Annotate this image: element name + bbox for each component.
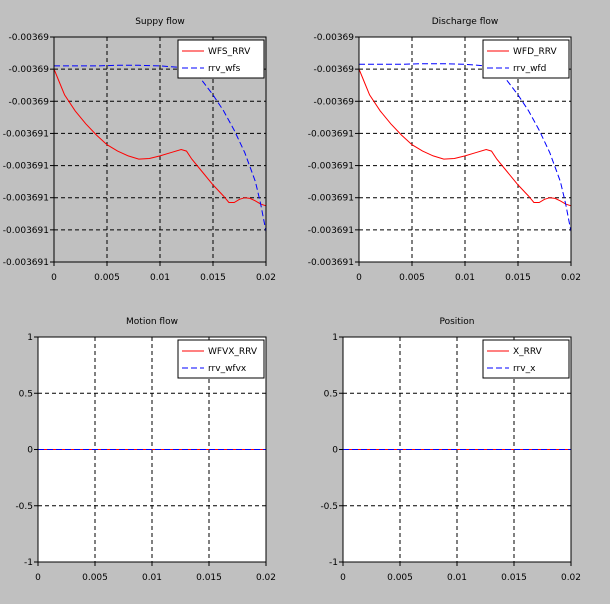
y-tick-label: -0.003691: [3, 162, 49, 172]
y-tick-label: -0.00369: [9, 33, 50, 43]
y-tick-label: -0.5: [15, 502, 33, 512]
legend-label-2: rrv_wfs: [208, 64, 241, 74]
series-line-1: [53, 68, 267, 207]
y-tick-label: 1: [332, 333, 338, 343]
legend-box: [177, 339, 265, 379]
legend-box: [482, 339, 570, 379]
x-tick-label: 0.005: [387, 573, 413, 583]
y-tick-label: 0: [27, 446, 33, 456]
y-tick-label: 1: [27, 333, 33, 343]
x-tick-label: 0.005: [82, 573, 108, 583]
y-tick-label: -1: [24, 558, 33, 568]
x-tick-label: 0.02: [256, 573, 276, 583]
y-tick-label: -0.5: [320, 502, 338, 512]
series-line-1: [358, 68, 572, 207]
legend-label-2: rrv_x: [513, 364, 536, 374]
x-tick-label: 0.015: [200, 273, 226, 283]
x-tick-label: 0.02: [561, 273, 581, 283]
x-tick-label: 0.015: [505, 273, 531, 283]
x-tick-label: 0: [51, 273, 57, 283]
chart-title: Motion flow: [126, 317, 178, 327]
chart-title: Discharge flow: [432, 17, 498, 27]
y-tick-label: -0.003691: [308, 129, 354, 139]
y-tick-label: -1: [329, 558, 338, 568]
x-tick-label: 0: [35, 573, 41, 583]
y-tick-label: 0.5: [19, 389, 33, 399]
y-tick-label: -0.00369: [314, 97, 355, 107]
x-tick-label: 0.015: [196, 573, 222, 583]
y-tick-label: -0.00369: [314, 33, 355, 43]
y-tick-label: -0.003691: [308, 258, 354, 268]
legend-box: [177, 39, 265, 79]
x-tick-label: 0.005: [94, 273, 120, 283]
chart-2: Discharge flow 0 0.005 0.01 0.015 0.02 -0.0036…: [308, 17, 581, 283]
legend-label-2: rrv_wfd: [513, 64, 546, 74]
y-tick-label: 0.5: [324, 389, 338, 399]
x-tick-label: 0.01: [142, 573, 162, 583]
x-tick-label: 0.005: [399, 273, 425, 283]
legend-label-1: WFS_RRV: [208, 47, 251, 57]
x-tick-label: 0: [356, 273, 362, 283]
legend: WFS_RRV rrv_wfs: [177, 39, 265, 79]
chart-1: Suppy flow 0 0.005 0.01 0.015 0.02 -0.003691 -0…: [3, 17, 276, 283]
chart-3: Motion flow 0 0.005 0.01 0.015 0.02 -1 -0.5 0 0.5…: [15, 317, 276, 583]
legend-label-2: rrv_wfvx: [208, 364, 247, 374]
y-tick-label: -0.003691: [3, 258, 49, 268]
x-tick-label: 0.01: [455, 273, 475, 283]
legend-label-1: WFD_RRV: [513, 47, 558, 57]
legend-box: [482, 39, 570, 79]
y-tick-label: 0: [332, 446, 338, 456]
y-tick-label: -0.00369: [9, 65, 50, 75]
x-tick-label: 0.02: [561, 573, 581, 583]
x-tick-label: 0: [340, 573, 346, 583]
chart-title: Position: [439, 317, 474, 327]
y-tick-label: -0.003691: [308, 162, 354, 172]
legend-label-1: WFVX_RRV: [208, 347, 258, 357]
chart-title: Suppy flow: [135, 17, 185, 27]
legend: WFVX_RRV rrv_wfvx: [177, 339, 265, 379]
x-tick-label: 0.01: [447, 573, 467, 583]
y-tick-label: -0.003691: [308, 194, 354, 204]
x-tick-label: 0.02: [256, 273, 276, 283]
y-tick-label: -0.003691: [3, 226, 49, 236]
y-tick-label: -0.003691: [3, 129, 49, 139]
y-tick-label: -0.00369: [9, 97, 50, 107]
y-tick-label: -0.003691: [308, 226, 354, 236]
x-tick-label: 0.01: [150, 273, 170, 283]
chart-4: Position 0 0.005 0.01 0.015 0.02 -1 -0.5 0 0.5 1 X_…: [320, 317, 581, 583]
legend: WFD_RRV rrv_wfd: [482, 39, 570, 79]
legend-label-1: X_RRV: [513, 347, 543, 357]
y-tick-label: -0.003691: [3, 194, 49, 204]
y-tick-label: -0.00369: [314, 65, 355, 75]
legend: X_RRV rrv_x: [482, 339, 570, 379]
x-tick-label: 0.015: [501, 573, 527, 583]
